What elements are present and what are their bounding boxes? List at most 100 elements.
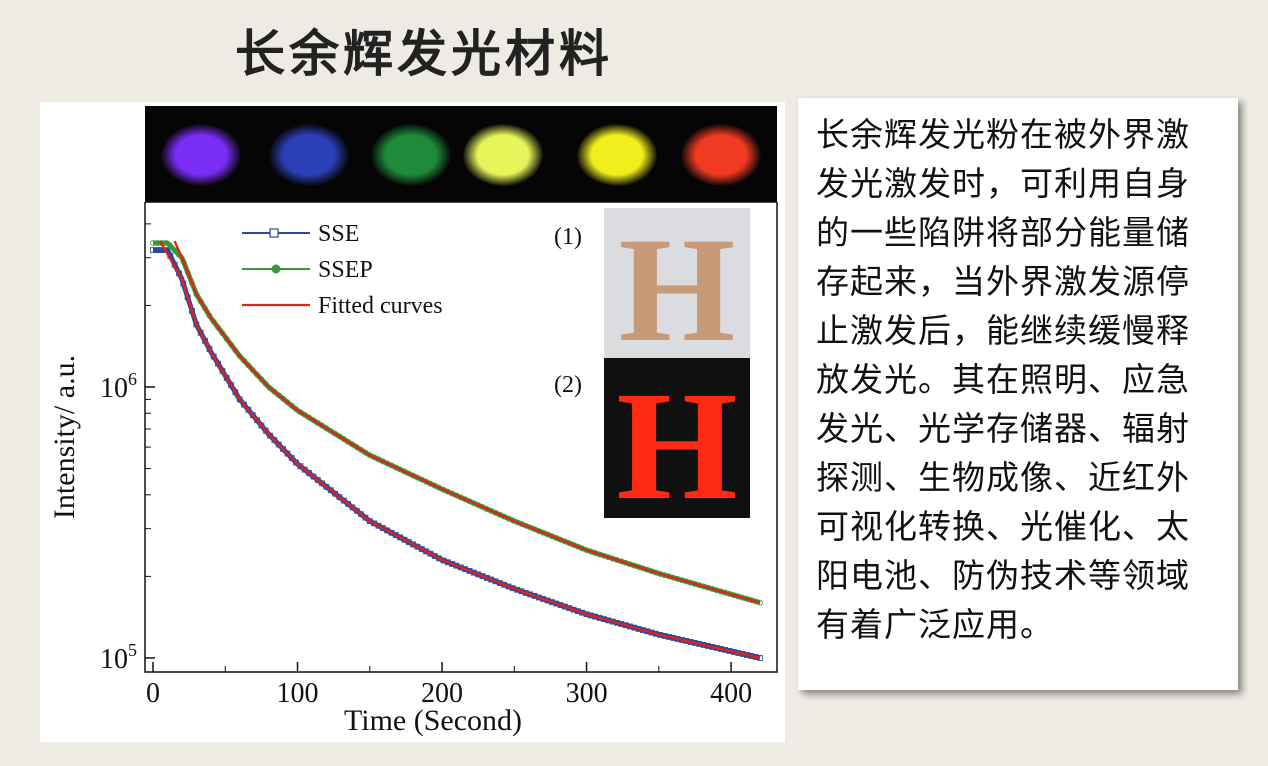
- data-point-ssep: [223, 335, 230, 342]
- data-point-ssep: [215, 324, 221, 331]
- data-point-sse: [197, 329, 204, 336]
- data-point-sse: [332, 490, 339, 497]
- h-sample-afterglow-photo: H: [604, 358, 750, 518]
- x-tick-label: 200: [421, 678, 463, 709]
- data-point-sse: [245, 406, 252, 413]
- powder-sample-green: [371, 124, 451, 186]
- data-point-sse: [288, 455, 295, 461]
- data-point-sse: [323, 483, 330, 490]
- data-point-sse: [219, 367, 226, 374]
- data-point-ssep: [271, 388, 278, 395]
- data-point-sse: [154, 247, 161, 254]
- data-point-sse: [306, 470, 312, 476]
- data-point-sse: [310, 473, 317, 480]
- data-point-ssep: [349, 441, 356, 448]
- description-card: 长余辉发光粉在被外界激发光激发时，可利用自身的一些陷阱将部分能量储存起来，当外界…: [798, 98, 1238, 690]
- data-point-sse: [353, 507, 360, 514]
- data-point-ssep: [206, 312, 213, 319]
- plot-frame: [144, 202, 778, 673]
- data-point-sse: [319, 480, 325, 487]
- data-point-sse: [362, 514, 369, 521]
- data-point-ssep: [241, 357, 247, 364]
- data-point-sse: [340, 497, 347, 504]
- legend-label: SSEP: [318, 257, 373, 283]
- legend-marker: [269, 228, 279, 238]
- data-point-ssep: [275, 392, 282, 399]
- data-point-ssep: [245, 362, 252, 369]
- data-point-sse: [327, 487, 334, 494]
- data-point-sse: [215, 360, 221, 367]
- data-point-sse: [241, 401, 247, 408]
- data-point-ssep: [167, 243, 174, 249]
- y-tick-label: 106: [100, 369, 137, 404]
- data-point-sse: [284, 450, 291, 457]
- x-axis-label: Time (Second): [344, 704, 522, 737]
- data-point-ssep: [232, 347, 239, 354]
- data-point-ssep: [154, 240, 161, 246]
- data-point-sse: [336, 494, 343, 500]
- description-text: 长余辉发光粉在被外界激发光激发时，可利用自身的一些陷阱将部分能量储存起来，当外界…: [816, 115, 1190, 644]
- data-point-ssep: [332, 430, 339, 437]
- data-point-ssep: [262, 381, 269, 387]
- data-point-sse: [228, 382, 234, 388]
- data-point-ssep: [306, 414, 312, 421]
- data-point-ssep: [297, 409, 304, 416]
- data-point-sse: [236, 396, 243, 403]
- data-point-ssep: [345, 438, 352, 445]
- y-axis-label: Intensity/ a.u.: [48, 355, 81, 519]
- x-tick-label: 400: [710, 678, 752, 709]
- data-point-ssep: [319, 422, 325, 429]
- data-point-ssep: [314, 420, 321, 426]
- data-point-sse: [275, 441, 282, 448]
- data-point-sse: [280, 446, 286, 452]
- powder-sample-blue: [269, 124, 349, 186]
- data-point-ssep: [258, 376, 265, 383]
- data-point-ssep: [150, 240, 156, 246]
- data-point-sse: [232, 389, 239, 396]
- h-letter-daylight: H: [619, 208, 736, 358]
- data-point-ssep: [284, 399, 291, 406]
- data-point-sse: [314, 477, 321, 483]
- x-tick-label: 300: [566, 678, 608, 709]
- data-point-ssep: [236, 353, 243, 360]
- data-point-sse: [210, 353, 217, 360]
- data-point-ssep: [249, 367, 256, 373]
- data-point-sse: [267, 432, 273, 439]
- powder-sample-red: [681, 124, 761, 186]
- x-tick-label: 0: [146, 678, 160, 709]
- data-point-ssep: [280, 395, 286, 402]
- powder-sample-yellow: [577, 124, 657, 186]
- data-point-sse: [202, 337, 208, 344]
- data-point-ssep: [219, 330, 226, 337]
- legend-marker: [271, 264, 281, 274]
- data-point-ssep: [353, 444, 360, 451]
- data-point-ssep: [293, 406, 299, 413]
- series-line-fitted-curve: [173, 240, 761, 604]
- afterglow-decay-chart: 0 100 200 300 400 105 106 SSE SSEP Fitted curves…: [48, 202, 778, 737]
- photo-label-1: (1): [554, 224, 582, 250]
- data-point-ssep: [301, 411, 308, 418]
- data-point-ssep: [197, 298, 204, 305]
- data-point-sse: [293, 459, 299, 466]
- data-point-sse: [271, 437, 278, 443]
- powder-photo-strip: [145, 106, 777, 202]
- powder-sample-lime: [463, 124, 543, 186]
- data-point-sse: [249, 412, 256, 418]
- data-point-sse: [150, 247, 156, 254]
- legend-label: Fitted curves: [318, 293, 443, 319]
- data-point-ssep: [310, 417, 317, 424]
- h-sample-daylight-photo: H: [604, 208, 750, 358]
- data-point-ssep: [171, 247, 178, 254]
- photo-label-2: (2): [554, 372, 582, 398]
- figure-panel: 0 100 200 300 400 105 106 SSE SSEP Fitted curves…: [40, 102, 785, 742]
- data-point-sse: [206, 346, 213, 352]
- data-point-ssep: [210, 318, 217, 325]
- series-line-fitted-curve: [159, 240, 761, 660]
- data-point-sse: [262, 427, 269, 434]
- data-point-ssep: [340, 436, 347, 442]
- data-point-ssep: [163, 240, 169, 246]
- data-point-sse: [258, 422, 265, 429]
- data-point-ssep: [202, 305, 208, 312]
- y-tick-label: 105: [100, 640, 137, 675]
- data-point-sse: [358, 511, 365, 518]
